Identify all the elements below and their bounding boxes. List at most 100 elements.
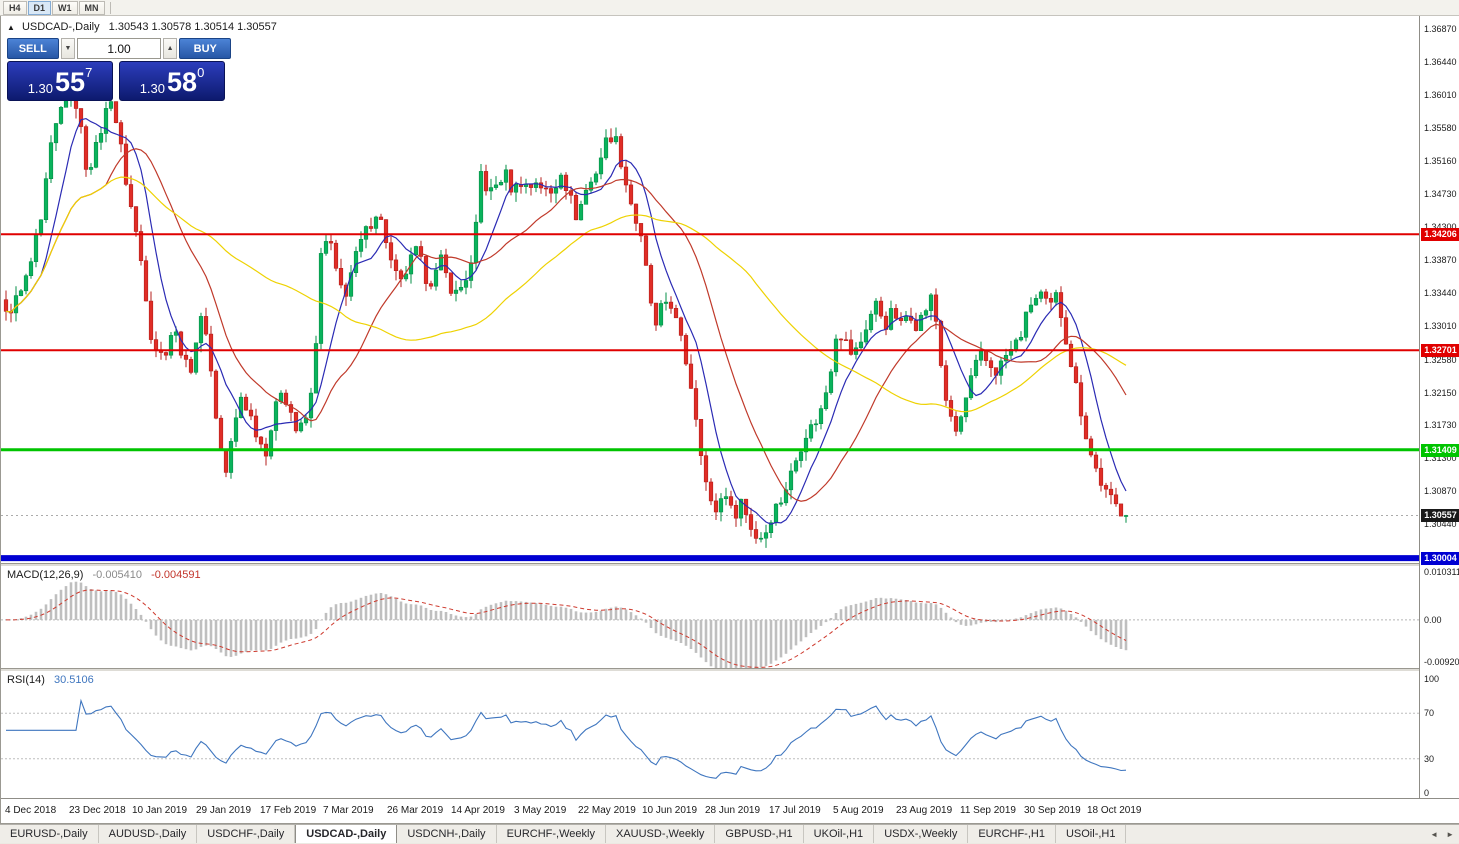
rsi-tick-label: 30 (1424, 754, 1435, 764)
moving-average-55 (5, 176, 1127, 413)
date-label: 30 Sep 2019 (1024, 805, 1081, 816)
level-price-badge: 1.32701 (1421, 344, 1459, 357)
price-tick-label: 1.34300 (1424, 222, 1457, 232)
macd-tick-label: 0.00 (1424, 615, 1442, 625)
ask-pipette: 0 (197, 65, 205, 80)
bid-pips: 55 (55, 67, 86, 97)
price-tick-label: 1.31730 (1424, 420, 1457, 430)
chart-tab-eurchf-weekly[interactable]: EURCHF-,Weekly (497, 825, 606, 843)
price-pane: ▲ USDCAD-,Daily 1.30543 1.30578 1.30514 … (1, 16, 1419, 563)
collapse-trade-panel-icon[interactable]: ▲ (7, 23, 15, 32)
chart-tab-usoil-h1[interactable]: USOil-,H1 (1056, 825, 1127, 843)
rsi-label: RSI(14) 30.5106 (7, 674, 94, 686)
rsi-tick-label: 70 (1424, 708, 1435, 718)
chart-tab-gbpusd-h1[interactable]: GBPUSD-,H1 (715, 825, 804, 843)
date-label: 23 Aug 2019 (896, 805, 953, 816)
chart-tab-usdx-weekly[interactable]: USDX-,Weekly (874, 825, 969, 843)
rsi-pane: RSI(14) 30.5106 (1, 671, 1419, 798)
tab-scroll-arrows: ◄ ► (1427, 825, 1457, 844)
date-label: 10 Jan 2019 (132, 805, 188, 816)
chart-tab-bar: EURUSD-,Daily AUDUSD-,Daily USDCHF-,Daily U… (0, 824, 1459, 843)
price-tick-label: 1.32150 (1424, 388, 1457, 398)
price-tick-label: 1.30870 (1424, 486, 1457, 496)
volume-increase-button[interactable]: ▲ (162, 38, 178, 59)
chart-header: ▲ USDCAD-,Daily 1.30543 1.30578 1.30514 … (7, 21, 277, 33)
toolbar-separator (109, 1, 111, 14)
date-label: 28 Jun 2019 (705, 805, 761, 816)
sell-button[interactable]: SELL (7, 38, 59, 59)
price-tick-label: 1.36440 (1424, 57, 1457, 67)
chart-tab-usdcad-daily[interactable]: USDCAD-,Daily (295, 825, 398, 843)
chart-window: ▲ USDCAD-,Daily 1.30543 1.30578 1.30514 … (0, 16, 1459, 824)
date-label: 17 Jul 2019 (769, 805, 821, 816)
date-label: 29 Jan 2019 (196, 805, 252, 816)
macd-histogram (9, 581, 1128, 668)
price-axis: 1.36870 1.36440 1.36010 1.35580 1.35160 1.347… (1419, 16, 1459, 798)
chart-tab-usdcnh-daily[interactable]: USDCNH-,Daily (397, 825, 497, 843)
price-tick-label: 1.34730 (1424, 189, 1457, 199)
timeframe-button-d1[interactable]: D1 (27, 0, 52, 15)
chart-tab-eurchf-h1[interactable]: EURCHF-,H1 (968, 825, 1056, 843)
price-tick-label: 1.30440 (1424, 519, 1457, 529)
rsi-chart-svg (1, 698, 1419, 779)
tab-scroll-left-icon[interactable]: ◄ (1430, 830, 1439, 839)
macd-tick-label: -0.00920 (1424, 657, 1459, 667)
bid-pipette: 7 (85, 65, 93, 80)
ask-price-display[interactable]: 1.30 58 0 (119, 61, 225, 101)
price-tick-label: 1.31300 (1424, 453, 1457, 463)
buy-button[interactable]: BUY (179, 38, 231, 59)
price-tick-label: 1.32580 (1424, 355, 1457, 365)
date-label: 7 Mar 2019 (323, 805, 374, 816)
rsi-line (6, 698, 1127, 779)
macd-label: MACD(12,26,9) -0.005410 -0.004591 (7, 569, 201, 581)
rsi-value: 30.5106 (53, 674, 94, 686)
price-tick-label: 1.35580 (1424, 123, 1457, 133)
price-chart-svg (1, 66, 1419, 562)
ask-pips: 58 (167, 67, 198, 97)
timeframe-button-mn[interactable]: MN (78, 0, 105, 15)
chart-tab-xauusd-weekly[interactable]: XAUUSD-,Weekly (606, 825, 716, 843)
rsi-name: RSI(14) (7, 674, 45, 686)
chart-tab-audusd-daily[interactable]: AUDUSD-,Daily (99, 825, 198, 843)
level-price-badge: 1.34206 (1421, 228, 1459, 241)
macd-chart-svg (1, 581, 1419, 668)
date-label: 17 Feb 2019 (260, 805, 317, 816)
tab-scroll-right-icon[interactable]: ► (1446, 830, 1454, 839)
price-tick-label: 1.36870 (1424, 24, 1457, 34)
date-label: 14 Apr 2019 (451, 805, 505, 816)
date-label: 18 Oct 2019 (1087, 805, 1142, 816)
date-label: 11 Sep 2019 (960, 805, 1016, 816)
one-click-trade-panel: SELL ▼ 1.00 ▲ BUY 1.30 55 7 1.30 58 0 (7, 38, 231, 101)
chart-tab-ukoil-h1[interactable]: UKOil-,H1 (804, 825, 875, 843)
price-tick-label: 1.35160 (1424, 156, 1457, 166)
price-tick-label: 1.33870 (1424, 255, 1457, 265)
macd-tick-label: 0.010311 (1424, 567, 1459, 577)
timeframe-button-h4[interactable]: H4 (3, 0, 27, 15)
pane-splitter[interactable] (1, 668, 1459, 671)
volume-input[interactable]: 1.00 (77, 38, 161, 59)
level-price-badge: 1.30004 (1421, 552, 1459, 565)
date-label: 5 Aug 2019 (833, 805, 884, 816)
chart-symbol-label: USDCAD-,Daily (21, 21, 100, 33)
macd-signal-value: -0.004591 (151, 569, 201, 581)
price-tick-label: 1.33010 (1424, 321, 1457, 331)
timeframe-toolbar: H4 D1 W1 MN (0, 0, 1459, 16)
macd-pane: MACD(12,26,9) -0.005410 -0.004591 (1, 566, 1419, 668)
timeframe-button-w1[interactable]: W1 (52, 0, 78, 15)
macd-name: MACD(12,26,9) (7, 569, 84, 581)
chart-tab-eurusd-daily[interactable]: EURUSD-,Daily (0, 825, 99, 843)
date-label: 22 May 2019 (578, 805, 636, 816)
chart-tab-usdchf-daily[interactable]: USDCHF-,Daily (197, 825, 296, 843)
price-tick-label: 1.36010 (1424, 90, 1457, 100)
date-label: 4 Dec 2018 (5, 805, 57, 816)
date-label: 10 Jun 2019 (642, 805, 698, 816)
macd-signal-line (6, 589, 1127, 668)
current-price-badge: 1.30557 (1421, 509, 1459, 522)
pane-splitter[interactable] (1, 563, 1459, 566)
bid-price-display[interactable]: 1.30 55 7 (7, 61, 113, 101)
macd-main-value: -0.005410 (92, 569, 143, 581)
rsi-tick-label: 100 (1424, 674, 1440, 684)
bid-base: 1.30 (27, 81, 54, 96)
volume-decrease-button[interactable]: ▼ (60, 38, 76, 59)
chart-ohlc-values: 1.30543 1.30578 1.30514 1.30557 (108, 21, 277, 33)
